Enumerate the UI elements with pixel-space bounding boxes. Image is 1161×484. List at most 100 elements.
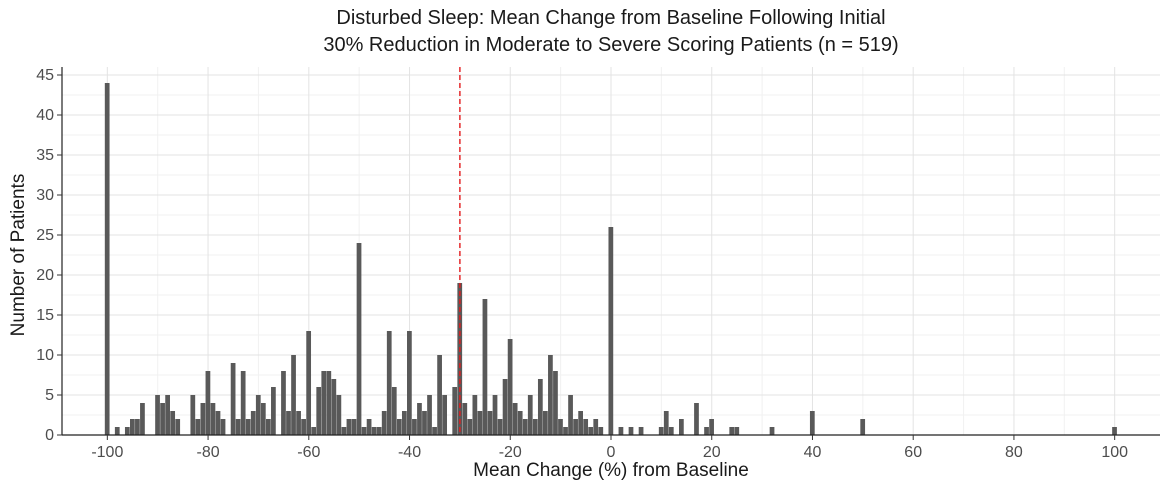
histogram-bar (532, 419, 538, 435)
histogram-bar (668, 427, 674, 435)
histogram-bar (311, 427, 317, 435)
histogram-bar (543, 411, 548, 435)
histogram-bar (195, 419, 201, 435)
y-tick-label: 5 (45, 387, 54, 404)
histogram-bar (422, 411, 427, 435)
histogram-bar (679, 419, 684, 435)
histogram-bar (200, 403, 206, 435)
x-tick-label: 0 (607, 444, 616, 461)
histogram-bar (291, 355, 296, 435)
y-tick-label: 45 (36, 67, 54, 84)
histogram-bar (165, 395, 170, 435)
histogram-bar (432, 427, 437, 435)
histogram-bar (477, 411, 483, 435)
x-tick-label: 100 (1101, 444, 1128, 461)
histogram-bar (507, 339, 513, 435)
histogram-bar (734, 427, 740, 435)
histogram-bar (220, 419, 226, 435)
histogram-bar (210, 403, 216, 435)
x-tick-label: 20 (703, 444, 721, 461)
histogram-bar (306, 331, 312, 435)
histogram-bar (1112, 427, 1117, 435)
histogram-bar (527, 395, 533, 435)
histogram-bar (396, 419, 402, 435)
x-tick-label: 60 (904, 444, 922, 461)
histogram-bar (376, 427, 382, 435)
histogram-bar (356, 243, 362, 435)
histogram-bar (558, 419, 563, 435)
x-tick-label: -40 (398, 444, 421, 461)
histogram-bar (618, 427, 624, 435)
histogram-bar (135, 419, 140, 435)
histogram-bar (427, 395, 432, 435)
histogram-bar (482, 299, 488, 435)
histogram-bar (260, 403, 266, 435)
histogram-bar (215, 411, 221, 435)
histogram-bar (175, 419, 181, 435)
histogram-bar (568, 395, 573, 435)
histogram-bar (190, 395, 196, 435)
histogram-bar (598, 427, 604, 435)
histogram-bar (170, 411, 176, 435)
histogram-bar (286, 411, 291, 435)
histogram-bar (336, 395, 342, 435)
x-tick-label: -100 (91, 444, 123, 461)
histogram-bar (321, 371, 327, 435)
histogram-bar (497, 419, 503, 435)
histogram-bar (281, 371, 286, 435)
y-tick-label: 10 (36, 347, 54, 364)
chart-title-line-1: Disturbed Sleep: Mean Change from Baseli… (336, 7, 885, 29)
x-tick-label: -80 (197, 444, 220, 461)
histogram-bar (155, 395, 160, 435)
chart-title-line-2: 30% Reduction in Moderate to Severe Scor… (323, 34, 898, 56)
y-tick-label: 40 (36, 107, 54, 124)
histogram-bar (462, 403, 468, 435)
histogram-bar (588, 427, 594, 435)
histogram-bar (346, 419, 352, 435)
histogram-bar (563, 427, 568, 435)
histogram-bar (704, 427, 709, 435)
histogram-bar (130, 419, 135, 435)
histogram-bar (437, 355, 442, 435)
histogram-bar (205, 371, 211, 435)
histogram-bar (578, 411, 583, 435)
histogram-bar (386, 331, 392, 435)
histogram-bar (638, 427, 644, 435)
axis-layer (57, 67, 1160, 440)
histogram-bar (240, 371, 246, 435)
histogram-bar (114, 427, 120, 435)
histogram-bar (608, 227, 614, 435)
histogram-bar (407, 331, 412, 435)
histogram-bar (160, 403, 165, 435)
histogram-bar (537, 379, 543, 435)
y-tick-label: 30 (36, 187, 54, 204)
histogram-bar (860, 419, 866, 435)
histogram-bar (628, 427, 634, 435)
histogram-bar (341, 427, 347, 435)
x-tick-label: -20 (499, 444, 522, 461)
histogram-bar (245, 419, 251, 435)
histogram-bar (548, 355, 553, 435)
histogram-bar (401, 411, 407, 435)
histogram-bar (351, 419, 357, 435)
histogram-bar (230, 363, 236, 435)
histogram-bar (104, 83, 110, 435)
histogram-bar (553, 371, 558, 435)
histogram-bar (255, 395, 261, 435)
histogram-bar (809, 411, 815, 435)
histogram-bar (140, 403, 145, 435)
histogram-bar (250, 411, 256, 435)
histogram-bar (573, 419, 578, 435)
x-axis-title: Mean Change (%) from Baseline (473, 460, 749, 481)
histogram-bar (769, 427, 775, 435)
histogram-bar (442, 395, 448, 435)
x-tick-label: -60 (297, 444, 320, 461)
histogram-bar (417, 403, 422, 435)
x-tick-label: 80 (1005, 444, 1023, 461)
histogram-bar (709, 419, 714, 435)
histogram-bar (316, 387, 322, 435)
histogram-bar (522, 419, 528, 435)
histogram-bar (381, 411, 387, 435)
y-tick-label: 15 (36, 307, 54, 324)
